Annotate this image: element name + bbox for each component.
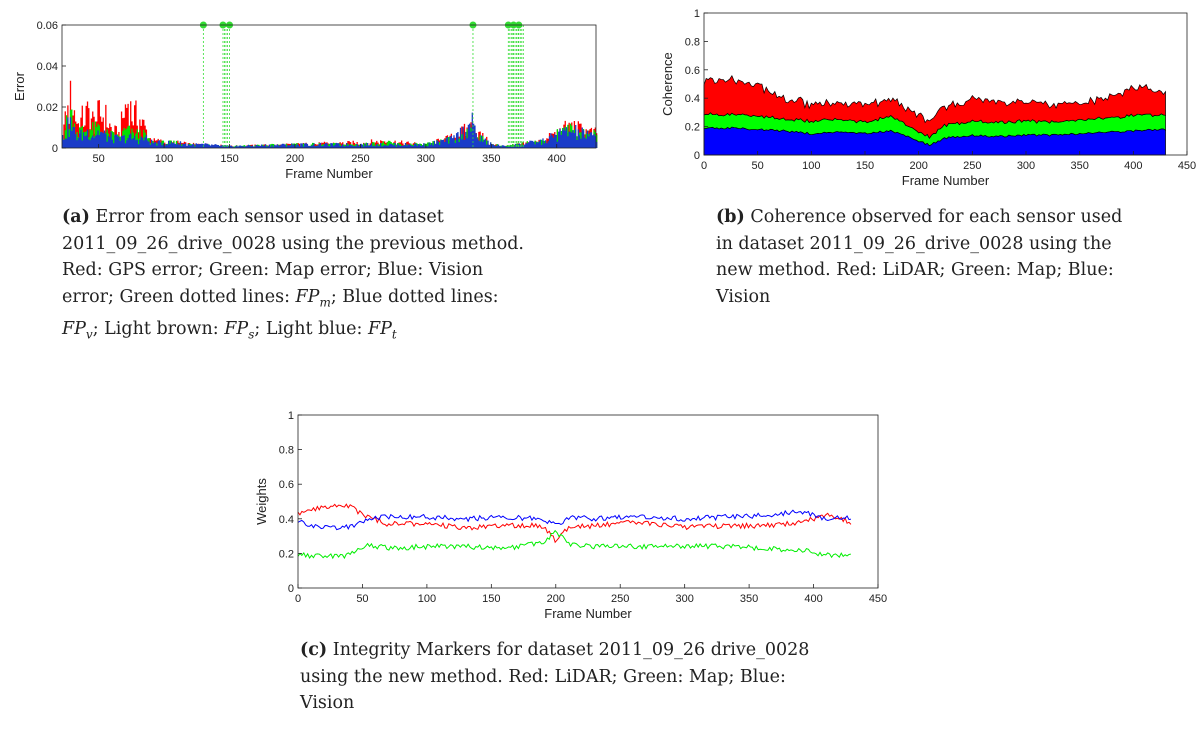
x-tick-label: 400 <box>804 593 822 605</box>
x-tick-label: 250 <box>611 593 629 605</box>
x-tick-label: 150 <box>220 153 238 165</box>
weights-series-1 <box>297 509 852 531</box>
caption-a-line5b: ; Light blue: <box>254 318 368 339</box>
y-tick-label: 0.6 <box>279 479 294 491</box>
x-tick-label: 0 <box>295 593 301 605</box>
caption-a-line4-pre: error; Green dotted lines: <box>62 286 296 307</box>
x-tick-label: 300 <box>417 153 435 165</box>
caption-c-line2: using the new method. Red: LiDAR; Green:… <box>300 666 786 687</box>
y-tick-label: 0.4 <box>279 514 294 526</box>
x-tick-label: 400 <box>548 153 566 165</box>
x-tick-label: 100 <box>155 153 173 165</box>
caption-c: (c) Integrity Markers for dataset 2011_0… <box>300 637 920 717</box>
x-tick-label: 150 <box>482 593 500 605</box>
caption-a-line4-post: ; Blue dotted lines: <box>330 286 499 307</box>
caption-c-line1: Integrity Markers for dataset 2011_09_26… <box>327 640 810 660</box>
caption-b-line3: new method. Red: LiDAR; Green: Map; Blue… <box>716 260 1114 280</box>
x-axis-label: Frame Number <box>285 166 373 181</box>
caption-b-line1: Coherence observed for each sensor used <box>744 207 1123 227</box>
caption-b-line4: Vision <box>716 286 771 307</box>
x-tick-label: 200 <box>909 160 927 172</box>
x-tick-label: 150 <box>856 160 874 172</box>
weights-series-0 <box>297 503 852 544</box>
plot-frame <box>61 24 597 149</box>
caption-a-line1: Error from each sensor used in dataset <box>89 207 444 227</box>
x-tick-label: 100 <box>802 160 820 172</box>
y-tick-label: 0.2 <box>279 548 294 560</box>
caption-a-fpm-sub: m <box>319 295 331 309</box>
caption-a-fpt-sub: t <box>391 327 397 341</box>
y-axis-label: Error <box>12 71 27 101</box>
x-tick-label: 50 <box>752 160 764 172</box>
y-tick-label: 0 <box>52 143 58 155</box>
x-tick-label: 350 <box>740 593 758 605</box>
y-tick-label: 0.8 <box>279 445 294 457</box>
x-tick-label: 450 <box>1178 160 1196 172</box>
caption-a-line5a: ; Light brown: <box>92 318 225 339</box>
x-tick-label: 400 <box>1124 160 1142 172</box>
x-tick-label: 50 <box>93 153 105 165</box>
y-tick-label: 1 <box>694 8 700 20</box>
y-tick-label: 1 <box>288 410 294 422</box>
y-tick-label: 0.4 <box>685 93 700 105</box>
y-tick-label: 0 <box>288 583 294 595</box>
caption-c-line3: Vision <box>300 693 355 713</box>
caption-a-line3: Red: GPS error; Green: Map error; Blue: … <box>62 260 484 280</box>
y-axis-label: Weights <box>254 478 269 525</box>
x-tick-label: 0 <box>701 160 707 172</box>
y-tick-label: 0.6 <box>685 65 700 77</box>
caption-a-line2: 2011_09_26_drive_0028 using the previous… <box>62 233 524 254</box>
caption-a-fpv: FP <box>62 318 86 339</box>
y-tick-label: 0.2 <box>685 122 700 134</box>
weights-series-2 <box>297 529 852 560</box>
caption-a-tag: (a) <box>62 207 90 227</box>
x-tick-label: 250 <box>351 153 369 165</box>
caption-b: (b) Coherence observed for each sensor u… <box>716 204 1196 310</box>
caption-a-fpt: FP <box>368 318 392 339</box>
y-tick-label: 0.8 <box>685 36 700 48</box>
coherence-series-2 <box>703 75 1166 139</box>
plot-frame <box>703 12 1188 156</box>
caption-b-tag: (b) <box>716 207 745 227</box>
x-tick-label: 300 <box>675 593 693 605</box>
x-axis-label: Frame Number <box>544 606 632 621</box>
y-axis-label: Coherence <box>660 52 675 116</box>
x-tick-label: 350 <box>482 153 500 165</box>
y-tick-label: 0.06 <box>37 20 58 32</box>
plot-frame <box>297 414 879 589</box>
caption-b-line2: in dataset 2011_09_26_drive_0028 using t… <box>716 233 1112 254</box>
caption-c-tag: (c) <box>300 640 328 660</box>
y-tick-label: 0.02 <box>37 102 58 114</box>
caption-a: (a) Error from each sensor used in datas… <box>62 204 582 348</box>
caption-a-fps: FP <box>224 318 249 339</box>
x-tick-label: 300 <box>1017 160 1035 172</box>
error-series-2 <box>62 112 598 148</box>
caption-a-fps-sub: s <box>248 327 255 341</box>
x-tick-label: 50 <box>356 593 368 605</box>
x-tick-label: 250 <box>963 160 981 172</box>
x-tick-label: 100 <box>418 593 436 605</box>
x-tick-label: 450 <box>869 593 887 605</box>
x-tick-label: 350 <box>1070 160 1088 172</box>
x-axis-label: Frame Number <box>902 173 990 188</box>
caption-a-fpv-sub: v <box>85 327 93 341</box>
y-tick-label: 0 <box>694 150 700 162</box>
caption-a-fpm: FP <box>295 286 320 307</box>
x-tick-label: 200 <box>547 593 565 605</box>
y-tick-label: 0.04 <box>37 61 58 73</box>
x-tick-label: 200 <box>286 153 304 165</box>
